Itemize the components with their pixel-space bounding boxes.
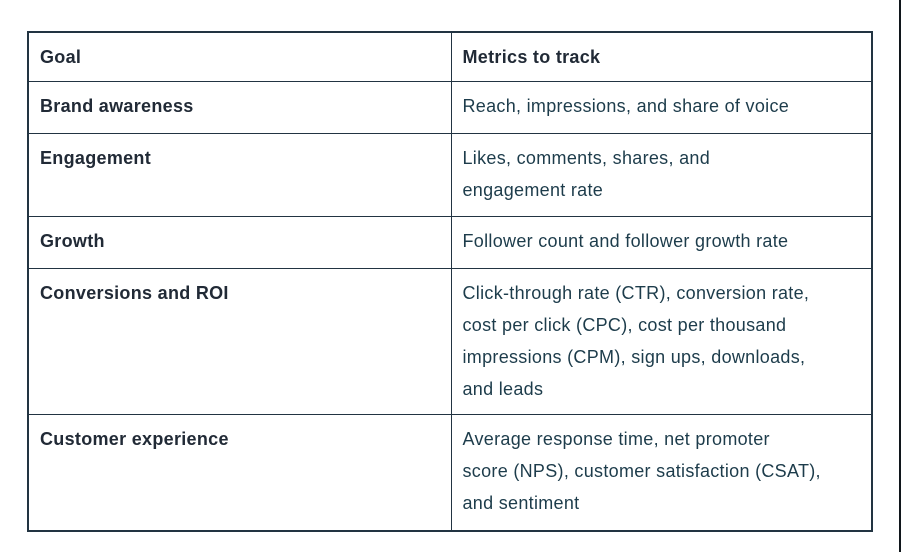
table-row: Growth Follower count and follower growt… [27, 216, 873, 269]
goal-metrics-table: Goal Metrics to track Brand awareness Re… [27, 31, 873, 532]
table-row: Customer experience Average response tim… [27, 414, 873, 531]
table-header-row: Goal Metrics to track [27, 31, 873, 82]
metrics-cell: Click-through rate (CTR), conversion rat… [450, 268, 873, 415]
page-edge-line [899, 0, 901, 552]
goal-cell: Customer experience [27, 414, 452, 531]
metrics-cell: Follower count and follower growth rate [450, 216, 873, 269]
metrics-cell: Likes, comments, shares, and engagement … [450, 133, 873, 217]
metrics-cell: Reach, impressions, and share of voice [450, 81, 873, 134]
goal-cell: Engagement [27, 133, 452, 217]
metrics-cell: Average response time, net promoter scor… [450, 414, 873, 531]
goal-cell: Conversions and ROI [27, 268, 452, 415]
goal-cell: Brand awareness [27, 81, 452, 134]
goal-cell: Growth [27, 216, 452, 269]
column-header-metrics: Metrics to track [450, 31, 873, 82]
table-row: Brand awareness Reach, impressions, and … [27, 81, 873, 134]
table-row: Conversions and ROI Click-through rate (… [27, 268, 873, 415]
column-header-goal: Goal [27, 31, 452, 82]
table-row: Engagement Likes, comments, shares, and … [27, 133, 873, 217]
